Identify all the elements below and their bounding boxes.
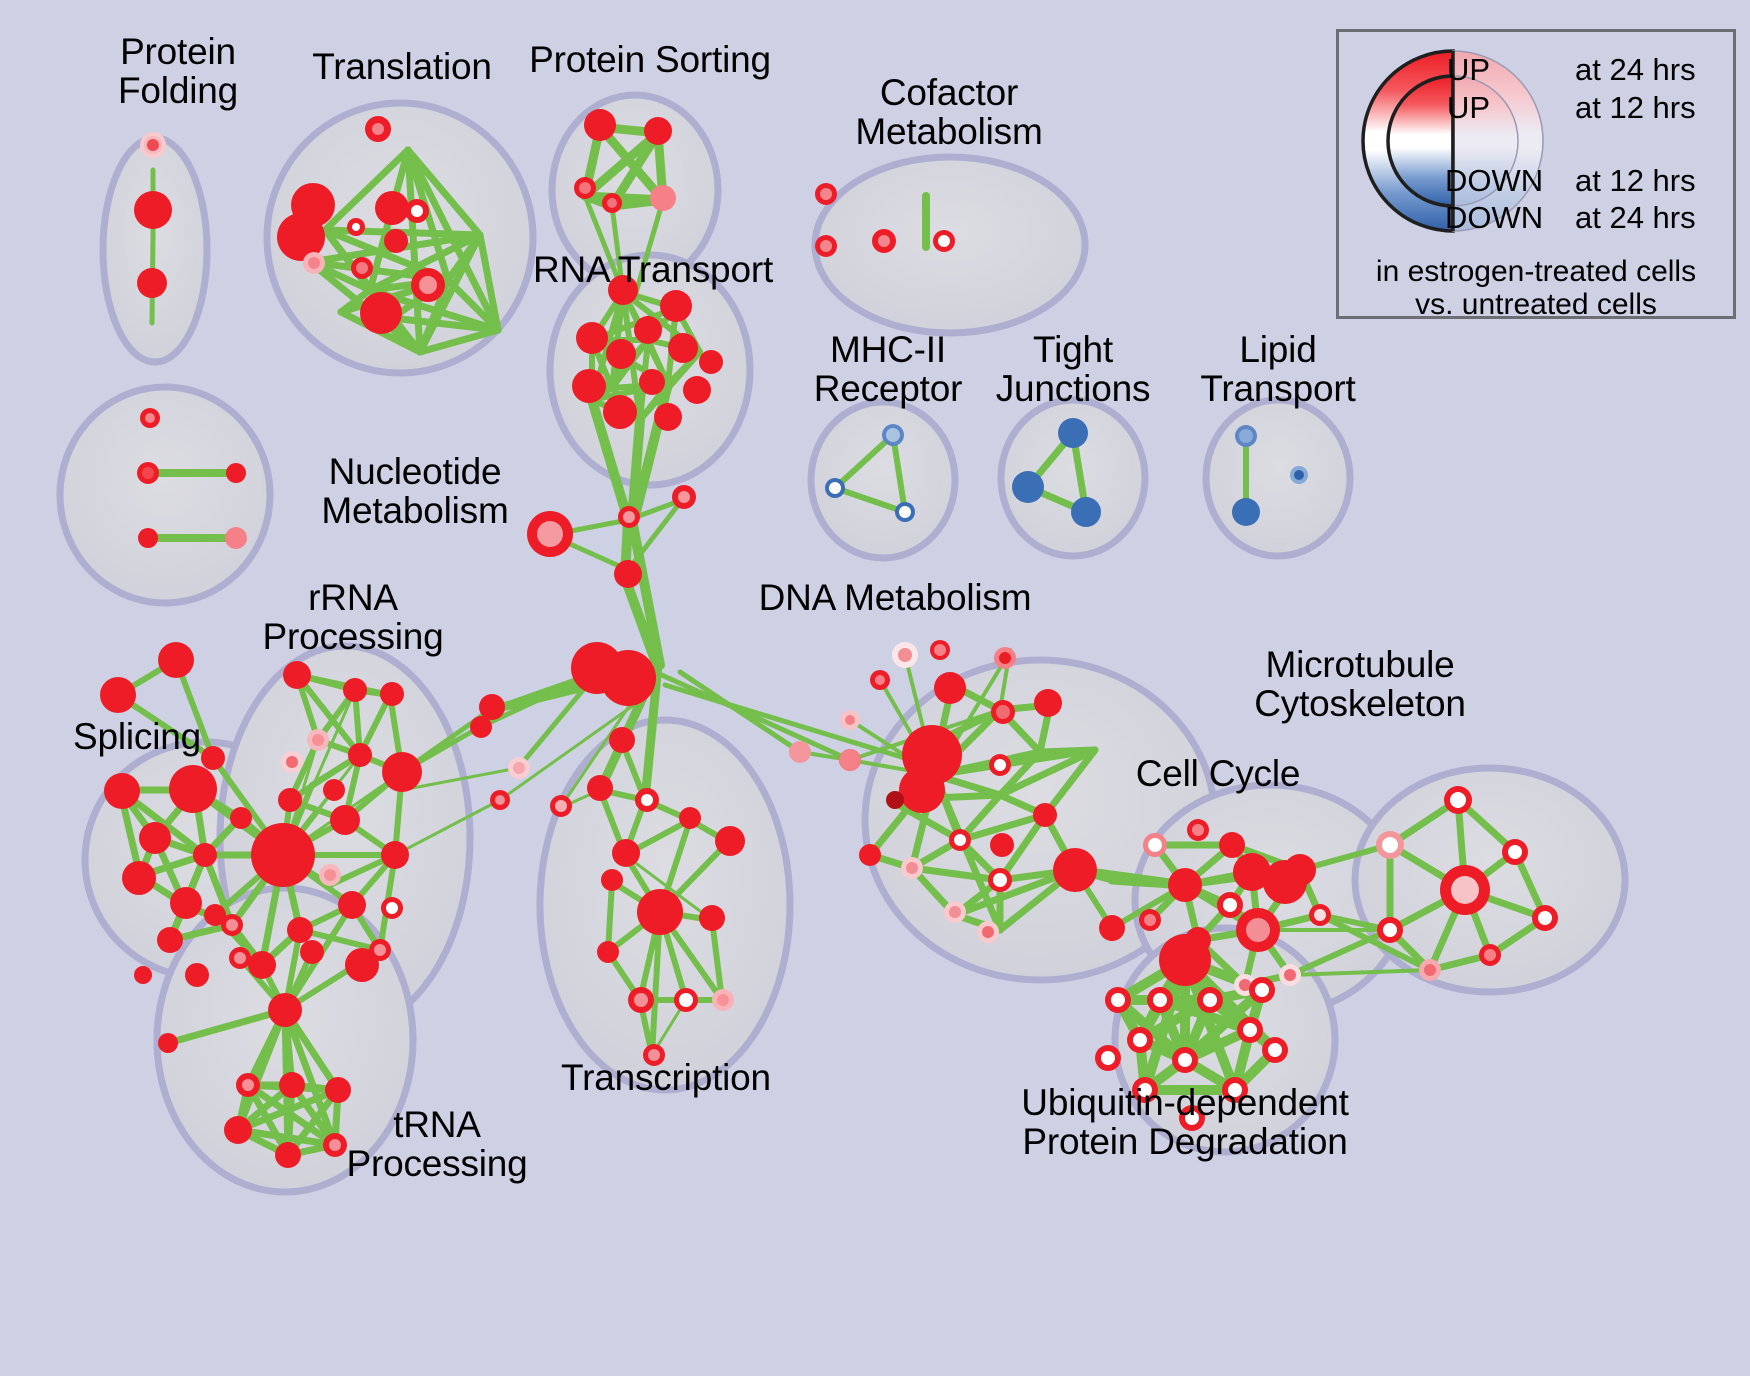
node-group-spine bbox=[470, 485, 861, 810]
legend-row-3-time: at 24 hrs bbox=[1575, 200, 1696, 235]
hull-tight-junctions bbox=[997, 396, 1149, 560]
legend-caption-line2: vs. untreated cells bbox=[1415, 288, 1657, 321]
node-group-cofactor-metabolism bbox=[815, 183, 955, 257]
legend-ring-diagram bbox=[1361, 49, 1544, 233]
node-group-transcription bbox=[550, 727, 745, 1066]
legend-row-2-direction: DOWN bbox=[1445, 163, 1544, 198]
node-group-tight-junctions bbox=[1012, 418, 1101, 527]
legend-panel: UP at 24 hrs UP at 12 hrs DOWN at 12 hrs… bbox=[1336, 29, 1736, 321]
legend-row-1-time: at 12 hrs bbox=[1575, 90, 1696, 125]
legend-row-0-direction: UP bbox=[1447, 52, 1491, 87]
node-group-mhc-ii bbox=[825, 424, 915, 522]
legend-caption-line1: in estrogen-treated cells bbox=[1375, 255, 1697, 288]
node-group-rrna-processing bbox=[204, 661, 422, 1027]
node-group-protein-sorting bbox=[574, 109, 676, 213]
hull-mhc-ii-receptor bbox=[807, 398, 959, 562]
node-group-splicing bbox=[100, 642, 252, 1053]
hull-lipid-transport bbox=[1202, 396, 1354, 560]
node-group-ubiquitin bbox=[1095, 977, 1288, 1131]
node-group-protein-folding bbox=[134, 132, 172, 298]
node-group-cell-cycle bbox=[1139, 819, 1331, 996]
node-group-rna-transport bbox=[572, 275, 723, 431]
hull-nucleotide-metabolism bbox=[56, 383, 274, 607]
network-nodes bbox=[100, 109, 1558, 1168]
node-group-dna-metabolism bbox=[839, 640, 1125, 943]
node-group-translation bbox=[277, 116, 445, 334]
legend-row-0-time: at 24 hrs bbox=[1575, 52, 1696, 87]
node-group-trna-processing bbox=[224, 1072, 351, 1168]
node-group-microtubule bbox=[1376, 786, 1558, 981]
node-group-lipid-transport bbox=[1232, 425, 1308, 526]
legend-row-1-direction: UP bbox=[1447, 90, 1491, 125]
node-group-nucleotide-metabolism bbox=[137, 408, 247, 549]
legend-row-2-time: at 12 hrs bbox=[1575, 163, 1696, 198]
legend-row-3-direction: DOWN bbox=[1445, 200, 1544, 235]
